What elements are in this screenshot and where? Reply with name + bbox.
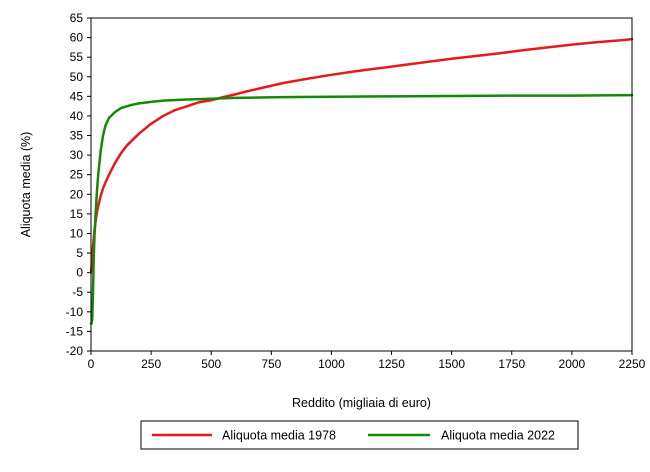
x-tick-label: 1000	[318, 357, 345, 371]
y-tick-label: 60	[70, 31, 84, 45]
y-tick-label: 0	[76, 266, 83, 280]
y-tick-label: 55	[70, 50, 84, 64]
y-tick-label: 15	[70, 207, 84, 221]
y-tick-label: -5	[72, 285, 83, 299]
y-tick-label: 50	[70, 70, 84, 84]
y-tick-label: 10	[70, 226, 84, 240]
y-tick-label: -10	[66, 305, 84, 319]
y-tick-label: -20	[66, 344, 84, 358]
x-tick-label: 1500	[438, 357, 465, 371]
plot-lines	[89, 37, 634, 325]
legend-box	[140, 420, 579, 450]
x-axis-title: Reddito (migliaia di euro)	[292, 396, 431, 410]
y-axis-title: Aliquota media (%)	[19, 132, 33, 238]
y-tick-label: 45	[70, 89, 84, 103]
x-tick-label: 1250	[378, 357, 405, 371]
y-tick-label: -15	[66, 324, 84, 338]
y-tick-label: 25	[70, 168, 84, 182]
y-tick-label: 20	[70, 187, 84, 201]
x-tick-label: 0	[88, 357, 95, 371]
y-axis-ticks: -20 -15 -10 -5 0 5 10 15 20 25 30 35 40 45 50 55 60 65	[66, 11, 91, 358]
y-tick-label: 30	[70, 148, 84, 162]
x-tick-label: 250	[141, 357, 161, 371]
x-tick-label: 1750	[498, 357, 525, 371]
x-tick-label: 500	[201, 357, 221, 371]
legend-label-2022: Aliquota media 2022	[441, 429, 555, 443]
x-axis-ticks: 0 250 500 750 1000 1250 1500 1750 2000 2250	[88, 351, 646, 371]
y-tick-label: 5	[76, 246, 83, 260]
series-line-1	[89, 93, 634, 325]
y-tick-label: 65	[70, 11, 84, 25]
x-tick-label: 750	[261, 357, 281, 371]
y-tick-label: 35	[70, 129, 84, 143]
x-tick-label: 2000	[559, 357, 586, 371]
y-tick-label: 40	[70, 109, 84, 123]
plot-frame	[90, 17, 633, 352]
series-line-0	[89, 37, 634, 274]
legend-label-1978: Aliquota media 1978	[222, 429, 336, 443]
legend: Aliquota media 1978 Aliquota media 2022	[140, 420, 579, 450]
x-tick-label: 2250	[619, 357, 646, 371]
